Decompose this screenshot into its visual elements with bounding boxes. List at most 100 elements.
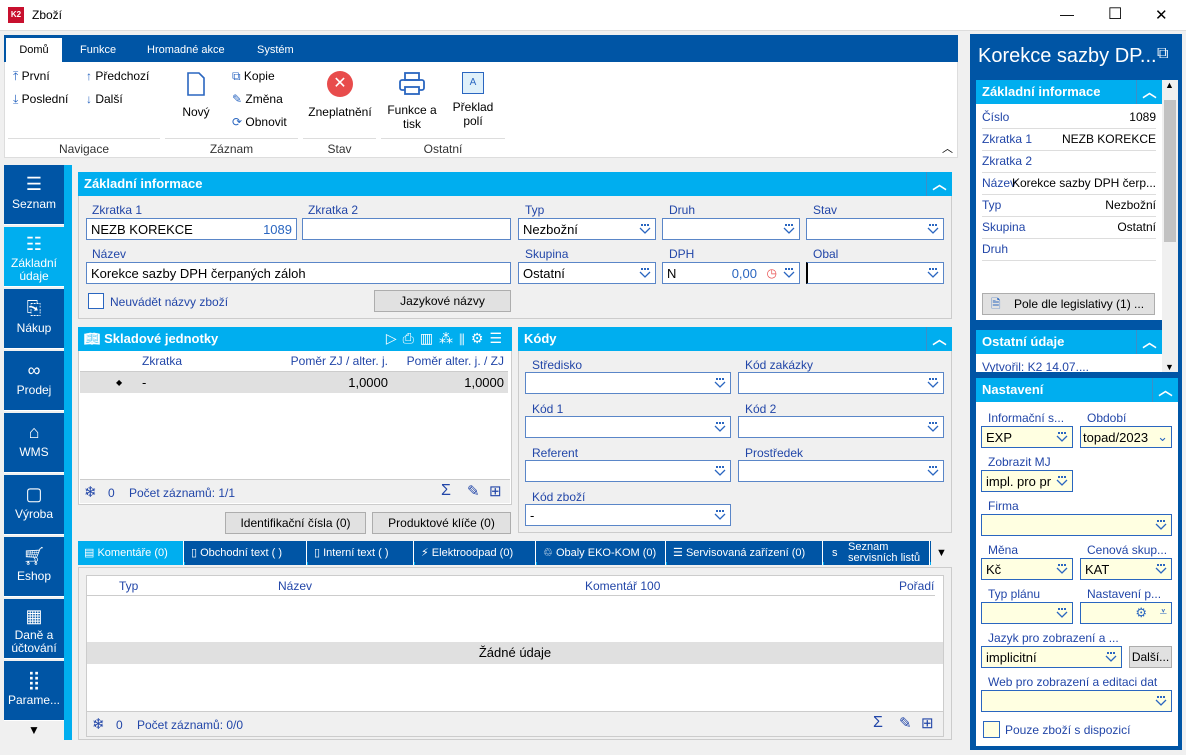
kod-zakazky-select[interactable] — [738, 372, 944, 394]
tab-interni-text[interactable]: ▯ Interní text ( ) — [308, 541, 414, 565]
sidebar-item-parametry[interactable]: ⣿ Parame... — [4, 661, 64, 721]
kod-zbozi-select[interactable]: - — [525, 504, 731, 526]
column-poradi[interactable]: Pořadí — [899, 579, 935, 593]
stav-select[interactable] — [806, 218, 944, 240]
chart-icon[interactable]: ▥ — [419, 330, 440, 346]
plan-type-select[interactable] — [981, 602, 1073, 624]
legislation-fields-button[interactable]: 🗎︎ Pole dle legislativy (1) ... — [982, 293, 1155, 315]
web-select[interactable] — [981, 690, 1172, 712]
tab-funkce[interactable]: Funkce — [80, 44, 117, 56]
period-select[interactable]: topad/2023 ⌄ — [1080, 426, 1172, 448]
column-typ[interactable]: Typ — [119, 579, 139, 593]
neuvadet-checkbox[interactable] — [88, 293, 104, 309]
language-select[interactable]: implicitní — [981, 646, 1122, 668]
edit-button[interactable]: ✎ Změna — [232, 92, 283, 106]
add-record-icon[interactable]: ⊞ — [489, 483, 502, 500]
prostredek-select[interactable] — [738, 460, 944, 482]
tab-obaly-eko-kom[interactable]: ♲ Obaly EKO-KOM (0) — [537, 541, 666, 565]
filter-icon[interactable]: ⁂ — [439, 330, 460, 346]
more-button[interactable]: Další... — [1129, 646, 1172, 668]
obal-select[interactable] — [806, 262, 944, 284]
identification-numbers-button[interactable]: Identifikační čísla (0) — [225, 512, 366, 534]
sum-icon[interactable]: Σ — [873, 714, 883, 731]
price-group-select[interactable]: KAT — [1080, 558, 1172, 580]
kod1-select[interactable] — [525, 416, 731, 438]
play-icon[interactable]: ▷ — [385, 330, 403, 346]
column-zkratka[interactable]: Zkratka — [142, 354, 183, 368]
collapse-ribbon-icon[interactable]: ︿ — [942, 143, 953, 155]
menu-icon[interactable]: ☰ — [489, 330, 508, 346]
tab-system[interactable]: Systém — [257, 44, 294, 56]
available-only-checkbox[interactable] — [983, 721, 1000, 738]
clock-icon[interactable]: ◷ — [766, 266, 777, 280]
collapse-icon[interactable]: ︿ — [1136, 80, 1162, 104]
print-button[interactable]: Funkce a tisk — [386, 72, 438, 131]
collapse-icon[interactable]: ︿ — [926, 172, 952, 196]
column-ratio1[interactable]: Poměr ZJ / alter. j. — [290, 354, 388, 368]
sidebar-item-wms[interactable]: ⌂ WMS — [4, 413, 64, 473]
tab-hromadne-akce[interactable]: Hromadné akce — [147, 44, 225, 56]
last-button[interactable]: ⤓ Poslední — [13, 92, 69, 106]
tab-servisovana-zarizeni[interactable]: ☰ Servisovaná zařízení (0) — [667, 541, 823, 565]
first-button[interactable]: ⤒ První — [13, 69, 50, 83]
scroll-thumb[interactable] — [1164, 100, 1176, 242]
invalidate-button[interactable]: ✕ Zneplatnění — [308, 71, 372, 119]
setting-select[interactable]: ⚙ ⩡ — [1080, 602, 1172, 624]
table-row[interactable]: ◆ - 1,0000 1,0000 — [80, 372, 508, 393]
print-icon[interactable]: ⎙ — [402, 330, 420, 346]
sum-icon[interactable]: Σ — [441, 482, 451, 499]
tab-komentare[interactable]: ▤ Komentáře (0) — [78, 541, 184, 565]
collapse-icon[interactable]: ︿ — [926, 327, 952, 351]
collapse-icon[interactable]: ︿ — [1152, 378, 1178, 402]
column-ratio2[interactable]: Poměr alter. j. / ZJ — [406, 354, 504, 368]
sidebar-item-eshop[interactable]: 🛒︎ Eshop — [4, 537, 64, 597]
more-tabs-button[interactable]: ▼ — [931, 541, 952, 565]
currency-select[interactable]: Kč — [981, 558, 1073, 580]
zkratka2-field[interactable] — [302, 218, 511, 240]
info-system-select[interactable]: EXP — [981, 426, 1073, 448]
column-komentar[interactable]: Komentář 100 — [585, 579, 661, 593]
add-record-icon[interactable]: ⊞ — [921, 715, 934, 732]
sidebar-item-dane[interactable]: ▦ Daně a účtování — [4, 599, 64, 659]
minimize-button[interactable]: — — [1060, 6, 1074, 22]
maximize-button[interactable]: ☐ — [1108, 6, 1123, 23]
refresh-button[interactable]: ⟳ Obnovit — [232, 115, 287, 129]
mj-select[interactable]: impl. pro pr — [981, 470, 1073, 492]
pop-out-icon[interactable]: ⧉ — [1157, 45, 1169, 62]
edit-icon[interactable]: ✎ — [899, 715, 912, 732]
dph-select[interactable]: N 0,00 ◷ — [662, 262, 800, 284]
collapse-icon[interactable]: ︿ — [1136, 330, 1162, 354]
next-button[interactable]: ↓ Další — [86, 92, 123, 106]
nazev-field[interactable]: Korekce sazby DPH čerpaných záloh — [86, 262, 511, 284]
copy-button[interactable]: ⧉ Kopie — [232, 69, 275, 83]
firm-select[interactable] — [981, 514, 1172, 536]
columns-icon[interactable]: ⦀ — [459, 330, 471, 346]
previous-button[interactable]: ↑ Předchozí — [86, 69, 150, 83]
product-keys-button[interactable]: Produktové klíče (0) — [372, 512, 511, 534]
right-scrollbar[interactable]: ▲ ▼ — [1162, 80, 1178, 372]
language-names-button[interactable]: Jazykové názvy — [374, 290, 511, 312]
sidebar-item-nakup[interactable]: ⎘ Nákup — [4, 289, 64, 349]
column-nazev[interactable]: Název — [278, 579, 313, 593]
close-button[interactable]: ✕ — [1155, 7, 1168, 24]
tab-elektroodpad[interactable]: ⚡︎ Elektroodpad (0) — [415, 541, 536, 565]
tab-obchodni-text[interactable]: ▯ Obchodní text ( ) — [185, 541, 307, 565]
sidebar-item-seznam[interactable]: ☰ Seznam — [4, 165, 64, 225]
druh-select[interactable] — [662, 218, 800, 240]
sidebar-item-prodej[interactable]: ∞ Prodej — [4, 351, 64, 411]
new-button[interactable]: Nový — [178, 72, 214, 119]
sidebar-item-vyroba[interactable]: ▢ Výroba — [4, 475, 64, 535]
stredisko-select[interactable] — [525, 372, 731, 394]
referent-select[interactable] — [525, 460, 731, 482]
tab-servisni-listy[interactable]: s Seznam servisních listů — [824, 541, 930, 565]
sidebar-scroll-down[interactable]: ▼ — [4, 723, 64, 743]
sidebar-item-zakladni-udaje[interactable]: ☷ Základní údaje — [4, 227, 64, 287]
edit-icon[interactable]: ✎ — [467, 483, 480, 500]
tab-domu[interactable]: Domů — [6, 38, 62, 62]
kod2-select[interactable] — [738, 416, 944, 438]
snowflake-icon[interactable]: ❄ — [92, 716, 105, 733]
zkratka1-field[interactable]: NEZB KOREKCE 1089 — [86, 218, 297, 240]
settings-icon[interactable]: ⚙ — [470, 330, 490, 346]
translate-fields-button[interactable]: A Překlad polí — [448, 72, 498, 128]
typ-select[interactable]: Nezbožní — [518, 218, 656, 240]
